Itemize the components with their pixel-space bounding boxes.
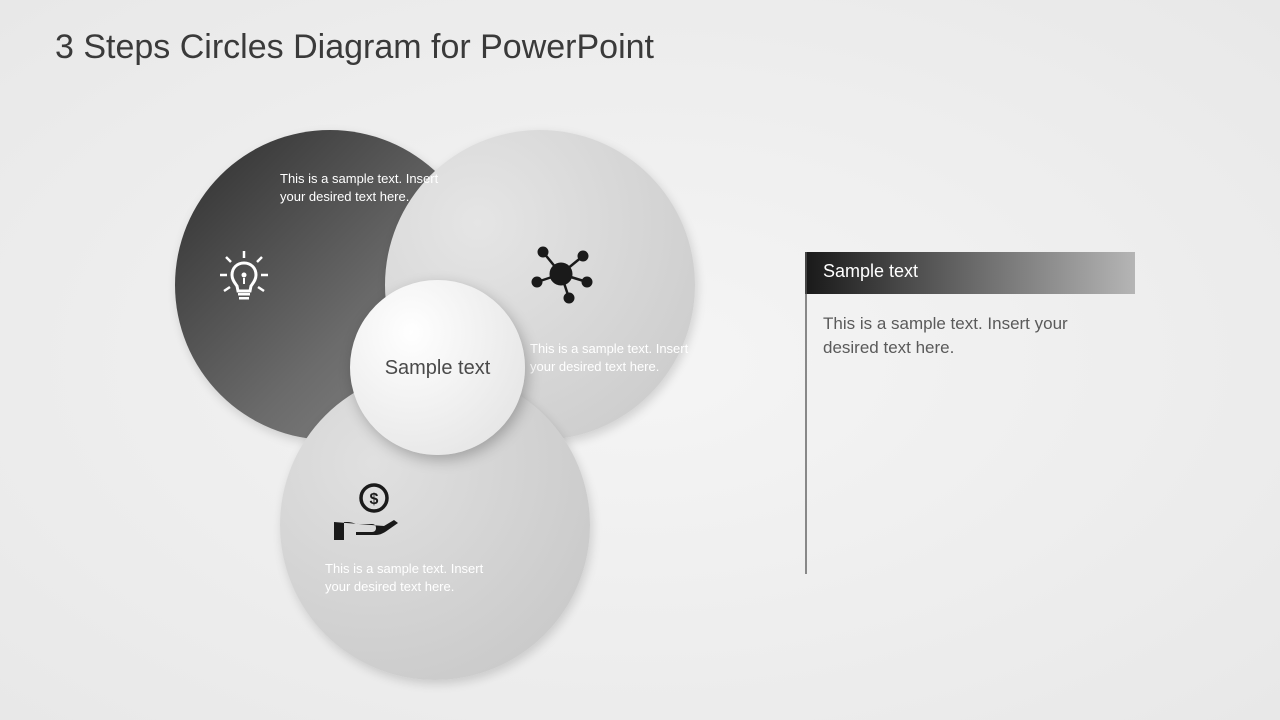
circle-2-text: This is a sample text. Insert your desir…: [530, 340, 690, 375]
sidebar-panel: Sample text This is a sample text. Inser…: [805, 252, 1135, 574]
page-title: 3 Steps Circles Diagram for PowerPoint: [55, 28, 654, 67]
center-circle: Sample text: [350, 280, 525, 455]
circle-1-text: This is a sample text. Insert your desir…: [280, 170, 440, 205]
network-icon: [525, 238, 597, 315]
svg-text:$: $: [370, 491, 379, 508]
center-text: Sample text: [385, 356, 491, 380]
sidebar-body: This is a sample text. Insert your desir…: [805, 294, 1135, 574]
dollar-hand-icon: $: [330, 480, 404, 553]
circle-3-text: This is a sample text. Insert your desir…: [325, 560, 485, 595]
sidebar-header: Sample text: [805, 252, 1135, 294]
circles-diagram: $ This is a sample text. Insert your des…: [150, 110, 710, 700]
lightbulb-icon: [210, 245, 278, 318]
